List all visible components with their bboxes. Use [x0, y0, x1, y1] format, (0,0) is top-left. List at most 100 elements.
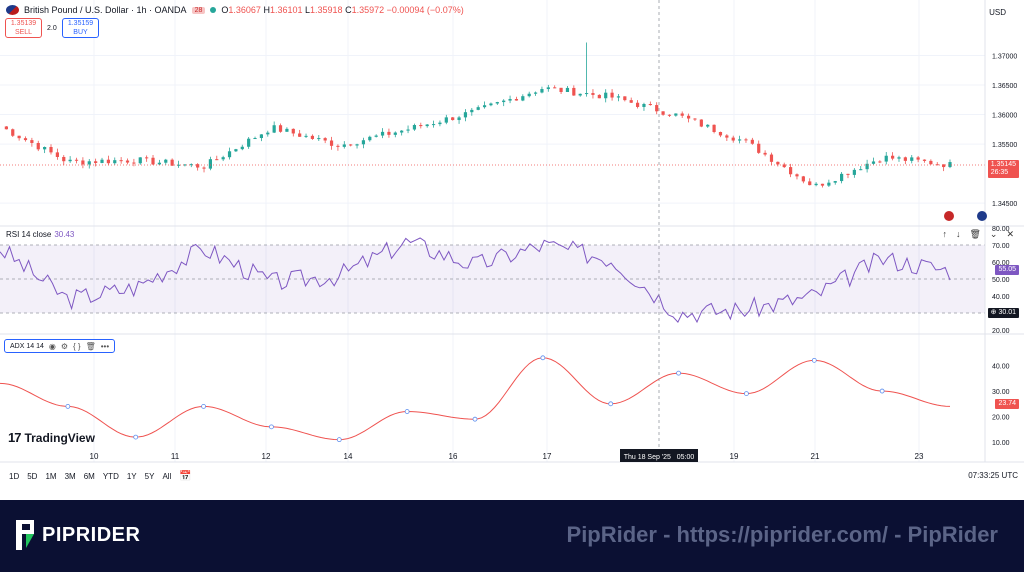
candle-body — [521, 96, 525, 101]
candle-body — [406, 129, 410, 131]
candle-body — [463, 112, 468, 118]
code-icon[interactable]: { } — [73, 341, 81, 351]
candle-body — [100, 159, 104, 163]
price-tick-label: 1.36000 — [992, 113, 1017, 120]
piprider-brand[interactable]: PIPRIDER — [14, 518, 140, 552]
currency-selector[interactable]: USD — [989, 8, 1006, 17]
settings-icon[interactable]: ⚙ — [60, 341, 69, 351]
candle-body — [240, 146, 244, 150]
candle-body — [419, 125, 423, 127]
adx-legend[interactable]: ADX 14 14 ◉ ⚙ { } 🗑 ••• — [4, 339, 116, 353]
candle-body — [304, 135, 308, 137]
candle-body — [922, 159, 927, 161]
symbol-title[interactable]: British Pound / U.S. Dollar · 1h · OANDA — [24, 5, 187, 15]
candle-body — [604, 92, 608, 99]
buy-button[interactable]: 1.35159 BUY — [62, 18, 99, 38]
calendar-icon[interactable]: 📅 — [179, 471, 192, 482]
timeframe-5d[interactable]: 5D — [27, 472, 38, 481]
rsi-legend[interactable]: RSI 14 close 30.43 — [6, 230, 75, 239]
utc-clock[interactable]: 07:33:25 UTC — [968, 471, 1018, 480]
candle-body — [310, 135, 315, 139]
candle-body — [476, 107, 480, 110]
candle-body — [610, 92, 614, 98]
candle-body — [87, 161, 91, 165]
timeframe-3m[interactable]: 3M — [64, 472, 76, 481]
candle-body — [833, 181, 837, 183]
candle-body — [189, 164, 193, 166]
current-price-badge: 1.35145 26:35 — [987, 160, 1019, 178]
sell-label: SELL — [14, 29, 33, 36]
sell-button[interactable]: 1.35139 SELL — [5, 18, 42, 38]
candle-body — [125, 160, 130, 163]
candle-body — [891, 155, 895, 159]
time-tick-label: 14 — [344, 452, 353, 461]
rsi-tick-label: 80.00 — [992, 226, 1010, 233]
candle-body — [852, 169, 856, 175]
timeframe-all[interactable]: All — [162, 472, 172, 481]
adx-marker — [744, 391, 749, 397]
candle-body — [176, 164, 181, 166]
candle-body — [929, 160, 933, 165]
candle-body — [355, 144, 359, 146]
rsi-tick-label: 20.00 — [992, 328, 1010, 335]
more-icon[interactable]: ••• — [100, 341, 110, 351]
candle-body — [164, 159, 168, 163]
candle-body — [489, 103, 493, 106]
chart-area[interactable]: 1.37000 1.36500 1.36000 1.35500 1.34500 80.00… — [0, 0, 1024, 500]
candle-body — [725, 135, 729, 138]
candle-body — [667, 114, 672, 116]
candle-body — [49, 146, 53, 153]
candle-body — [196, 164, 200, 168]
candle-body — [106, 159, 110, 164]
candle-body — [55, 152, 59, 157]
timeframe-1y[interactable]: 1Y — [126, 472, 137, 481]
candle-body — [597, 94, 601, 99]
timeframe-5y[interactable]: 5Y — [144, 472, 155, 481]
candle-body — [763, 152, 767, 155]
price-tick-label: 1.35500 — [992, 142, 1017, 149]
time-tick-label: 11 — [171, 452, 180, 461]
trash-icon[interactable]: 🗑 — [969, 229, 981, 239]
time-tick-label: 17 — [543, 452, 552, 461]
candle-body — [495, 102, 499, 104]
time-tick-label: 21 — [811, 452, 820, 461]
pane-toolbar: ↑ ↓ 🗑 ⌄ ✕ — [942, 229, 1014, 240]
time-tick-label: 10 — [90, 452, 99, 461]
candle-body — [253, 138, 257, 140]
eye-icon[interactable]: ◉ — [48, 341, 56, 351]
arrow-down-icon[interactable]: ↓ — [955, 229, 961, 239]
crosshair-plus-icon[interactable]: ⊕ — [990, 309, 997, 316]
trash-icon[interactable]: 🗑 — [85, 341, 96, 351]
candle-body — [259, 134, 264, 139]
candle-body — [546, 87, 550, 90]
timeframe-1m[interactable]: 1M — [45, 472, 57, 481]
candle-body — [336, 145, 340, 147]
candle-body — [425, 124, 429, 127]
tradingview-logo[interactable]: 17 TradingView — [8, 430, 95, 445]
candle-body — [820, 183, 825, 186]
candle-body — [81, 160, 85, 165]
candle-body — [642, 104, 646, 107]
candle-body — [769, 154, 774, 162]
chart-canvas[interactable]: 1.37000 1.36500 1.36000 1.35500 1.34500 80.00… — [0, 0, 1024, 500]
rsi-tick-label: 40.00 — [992, 294, 1010, 301]
candle-body — [470, 109, 474, 113]
candle-body — [349, 144, 353, 146]
candle-body — [718, 131, 723, 136]
candle-body — [208, 159, 213, 169]
chevron-down-icon[interactable]: ⌄ — [989, 229, 998, 239]
candle-body — [680, 113, 684, 116]
timeframe-ytd[interactable]: YTD — [102, 472, 119, 481]
candle-body — [457, 117, 461, 121]
timeframe-6m[interactable]: 6M — [83, 472, 95, 481]
close-icon[interactable]: ✕ — [1006, 229, 1014, 239]
candle-body — [62, 156, 66, 162]
price-tick-label: 1.37000 — [992, 53, 1017, 60]
timeframe-1d[interactable]: 1D — [9, 472, 20, 481]
rsi-value-badge: 55.05 — [995, 265, 1019, 275]
candle-body — [903, 157, 907, 161]
tag-badge[interactable]: 28 — [191, 6, 206, 14]
candle-body — [368, 136, 372, 141]
candle-body — [266, 132, 270, 135]
arrow-up-icon[interactable]: ↑ — [942, 229, 947, 239]
